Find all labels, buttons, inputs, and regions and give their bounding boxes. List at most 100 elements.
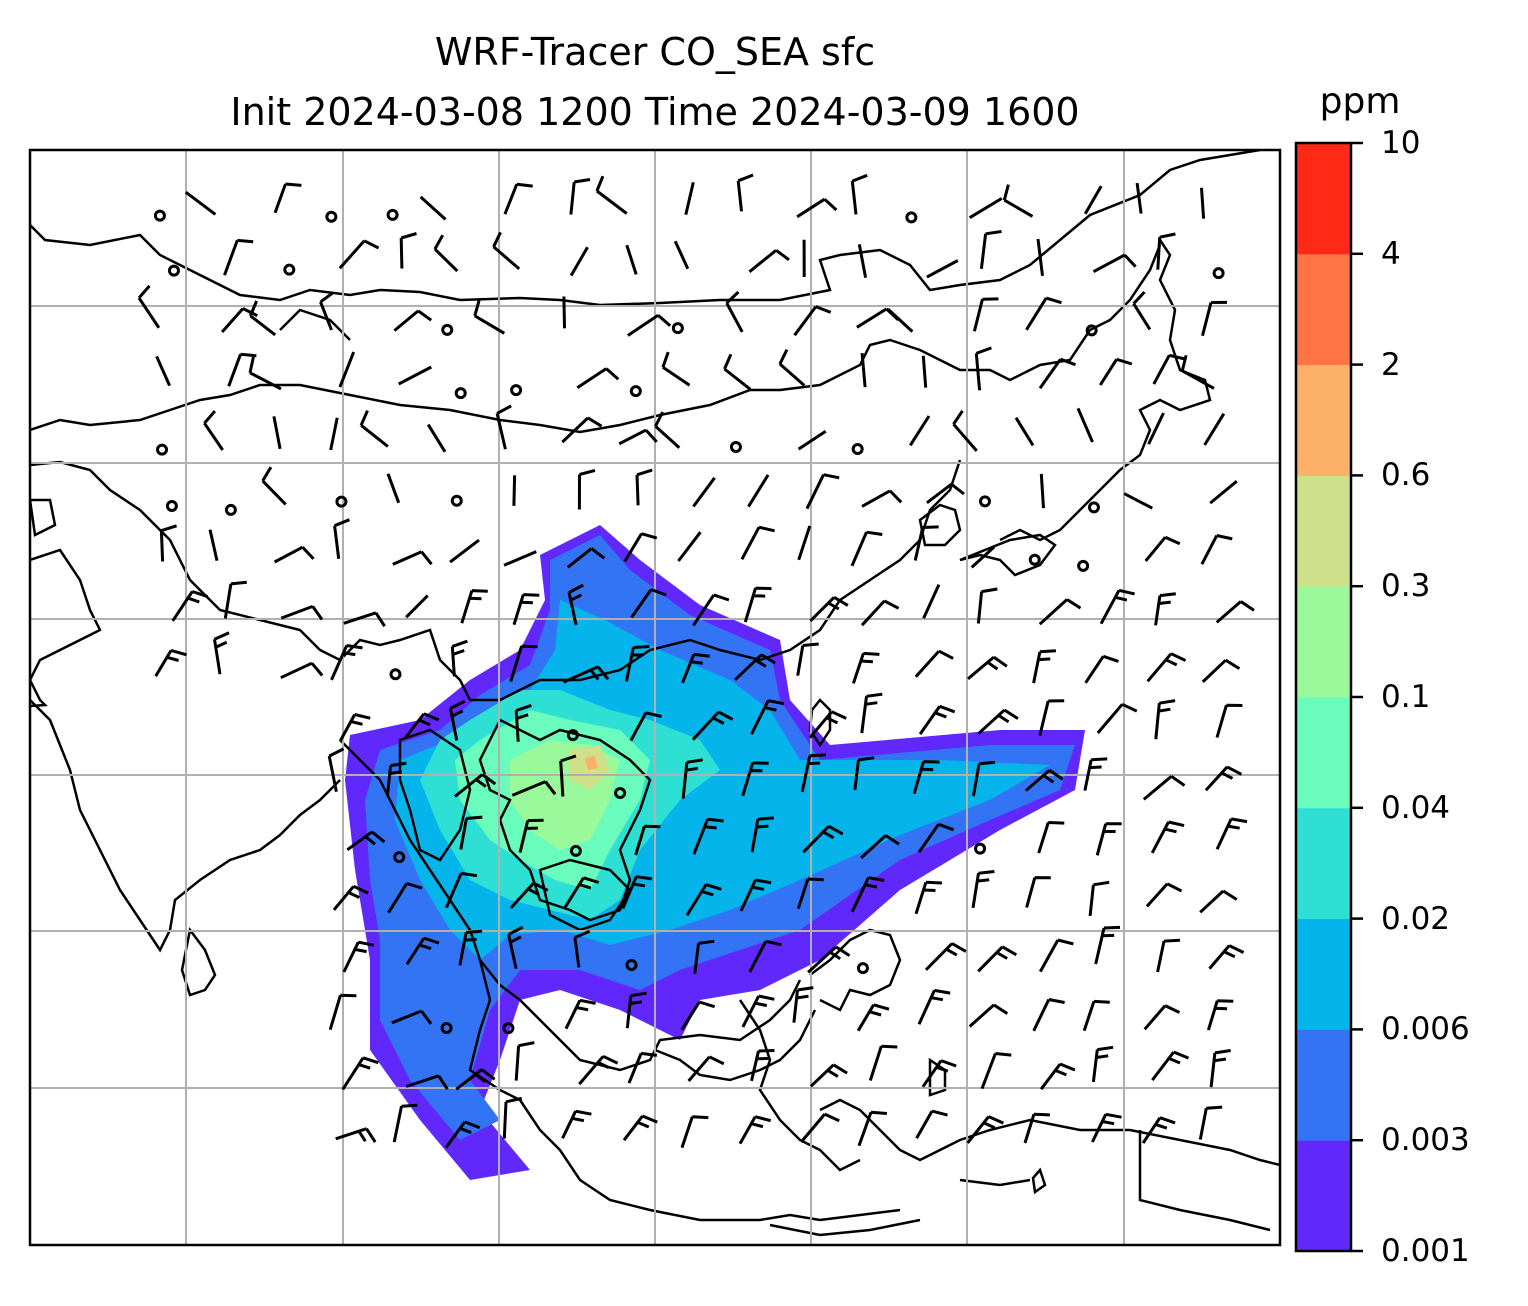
wind-barb <box>624 645 650 682</box>
wind-barb <box>1095 822 1122 856</box>
wind-barb <box>850 876 885 913</box>
colorbar-tick-label: 0.04 <box>1381 789 1451 826</box>
wind-barb <box>857 244 868 278</box>
wind-barb <box>1037 821 1065 854</box>
wind-barb <box>1002 184 1034 218</box>
wind-barb <box>1142 775 1186 801</box>
colorbar-bin-3 <box>1296 807 1351 920</box>
wind-barb <box>739 878 772 912</box>
wind-barb <box>725 290 744 333</box>
wind-barb <box>1032 649 1056 684</box>
wind-barb <box>1036 238 1044 276</box>
wind-barb <box>1014 416 1035 447</box>
wind-barb <box>1204 765 1243 792</box>
calm-wind-circle <box>440 1022 453 1035</box>
wind-barb <box>793 305 832 337</box>
wind-barb <box>1154 592 1176 626</box>
wind-barb <box>917 822 955 854</box>
colorbar-tick-label: 0.1 <box>1381 679 1431 715</box>
wind-barb <box>184 191 217 216</box>
wind-barb <box>913 525 939 561</box>
wind-barb <box>338 239 380 270</box>
wind-barb <box>338 713 371 742</box>
wind-barb <box>1135 182 1143 214</box>
wind-barb <box>433 234 459 273</box>
colorbar-bin-7 <box>1296 364 1351 476</box>
wind-barb <box>562 665 610 684</box>
calm-wind-circle <box>614 787 627 800</box>
wind-barb <box>809 596 849 622</box>
chart-title-line1: WRF-Tracer CO_SEA sfc <box>434 30 876 74</box>
wind-barb <box>736 173 754 212</box>
calm-wind-circle <box>502 1022 515 1035</box>
wind-barb <box>914 880 942 915</box>
wind-barb <box>796 197 838 219</box>
wind-barb <box>808 710 847 739</box>
wind-barb <box>213 631 230 675</box>
wind-barb <box>1024 768 1064 792</box>
wind-barb <box>621 875 653 910</box>
wind-barb <box>328 993 357 1031</box>
colorbar-bin-2 <box>1296 918 1351 1030</box>
wind-barb <box>681 652 710 684</box>
wind-barb <box>512 475 517 506</box>
wind-barb <box>405 594 429 619</box>
wind-barb <box>740 525 775 561</box>
wind-barb <box>1038 357 1077 390</box>
wind-barb <box>405 1074 449 1091</box>
wind-barb <box>797 429 827 451</box>
wind-barb <box>750 816 774 853</box>
wind-barb <box>809 1063 848 1088</box>
colorbar-bin-8 <box>1296 253 1351 366</box>
wind-barb <box>223 238 254 276</box>
wind-barb <box>566 547 606 569</box>
calm-wind-circle <box>1085 324 1098 337</box>
wind-barb <box>1032 998 1065 1032</box>
wind-barb <box>926 259 959 279</box>
wind-barb <box>223 580 247 619</box>
wind-barb <box>924 942 967 971</box>
wind-barb <box>1091 1045 1114 1083</box>
wind-barb <box>1209 480 1238 505</box>
wind-barb <box>567 583 584 626</box>
wind-barb <box>1083 757 1108 791</box>
wind-barb <box>1152 353 1186 385</box>
wind-barb <box>272 416 282 450</box>
wind-barb <box>1099 357 1133 386</box>
wind-barb <box>391 1009 433 1025</box>
wind-barb <box>966 1115 1005 1144</box>
wind-barb <box>444 1120 481 1149</box>
calm-wind-circle <box>1028 553 1041 566</box>
wind-barb <box>385 761 407 797</box>
wind-barb <box>748 939 782 973</box>
wind-barb <box>918 704 956 735</box>
wind-barb <box>797 525 812 561</box>
wind-barb <box>860 352 867 388</box>
wind-barb <box>796 642 819 676</box>
wind-barb <box>343 611 386 628</box>
wind-barb <box>1198 1105 1223 1140</box>
calm-wind-circle <box>454 387 467 400</box>
wind-barb <box>886 307 914 333</box>
wind-barb <box>1039 1062 1076 1091</box>
wind-barb <box>1156 232 1176 270</box>
wind-barb <box>687 1055 725 1082</box>
calm-wind-circle <box>905 211 918 224</box>
wind-barb <box>1203 412 1226 446</box>
wind-barb <box>509 644 538 682</box>
wind-barb <box>800 753 826 793</box>
field-0.6 <box>585 756 598 770</box>
calm-wind-circle <box>729 440 742 453</box>
wind-barb <box>861 489 903 508</box>
wind-barb <box>445 871 478 909</box>
wind-barb <box>1215 600 1255 624</box>
wind-barb <box>405 936 440 966</box>
wind-barb <box>1141 1116 1176 1144</box>
wind-barb <box>569 178 591 215</box>
wind-barb <box>398 365 432 386</box>
wind-barb <box>971 760 996 797</box>
wind-barb <box>1145 882 1183 908</box>
wind-barb <box>851 651 880 684</box>
wind-barb <box>333 518 350 559</box>
